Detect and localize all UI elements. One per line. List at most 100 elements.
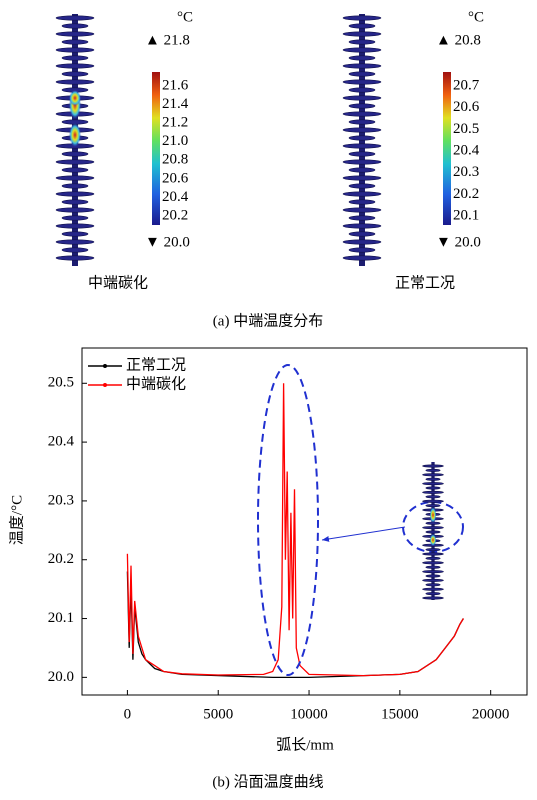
insulator-shed (55, 159, 95, 165)
x-tick-label: 20000 (472, 706, 510, 722)
insulator-shed (422, 464, 444, 468)
insulator-shed (348, 247, 376, 253)
insulator-shed (425, 556, 441, 560)
y-tick-label: 20.4 (48, 434, 75, 450)
insulator-shed (425, 574, 441, 578)
unit-label: °C (468, 9, 484, 25)
insulator-shed (61, 247, 89, 253)
insulator-shed (342, 191, 382, 197)
insulator-shed (61, 183, 89, 189)
insulator-shed (425, 495, 441, 499)
insulator-shed (342, 79, 382, 85)
y-axis-label: 温度/°C (8, 495, 25, 545)
legend-marker (103, 383, 107, 387)
insulator-shed (342, 47, 382, 53)
unit-label: °C (177, 9, 193, 25)
hot-spot (69, 123, 81, 147)
insulator-shed (422, 490, 444, 494)
insulator-shed (348, 119, 376, 125)
insulator-shed (342, 223, 382, 229)
colorbar-tick-label: 21.0 (162, 133, 188, 149)
insulator-shed (342, 255, 382, 261)
y-tick-label: 20.0 (48, 669, 74, 685)
insulator-shed (55, 63, 95, 69)
x-tick-label: 5000 (203, 706, 233, 722)
insulator-shed (422, 499, 444, 503)
colorbar-tick-label: 20.8 (162, 152, 188, 168)
insulator-shed (425, 565, 441, 569)
insulator-shed (422, 587, 444, 591)
insulator-shed (342, 239, 382, 245)
insulator-shed (61, 167, 89, 173)
insulator-shed (425, 592, 441, 596)
insulator-shed (55, 15, 95, 21)
y-tick-label: 20.2 (48, 551, 74, 567)
map-label: 中端碳化 (88, 274, 148, 291)
plot-frame (81, 347, 528, 696)
insulator-shed (425, 468, 441, 472)
insulator-shed (55, 31, 95, 37)
insulator-shed (348, 231, 376, 237)
insulator-shed (342, 95, 382, 101)
caption-a: (a) 中端温度分布 (213, 312, 323, 329)
hot-spot (429, 507, 437, 523)
insulator-shed (342, 175, 382, 181)
arrow (321, 526, 406, 542)
insulator-shed (55, 207, 95, 213)
insulator-shed (55, 223, 95, 229)
insulator-shed (342, 31, 382, 37)
insulator-shed (342, 207, 382, 213)
insulator-shed (348, 215, 376, 221)
insulator-shed (425, 486, 441, 490)
insulator-shed (422, 561, 444, 565)
insulator-shed (422, 526, 444, 530)
x-tick-label: 15000 (381, 706, 419, 722)
colorbar-tick-label: 20.6 (162, 170, 189, 186)
insulator-shed (342, 15, 382, 21)
insulator-shed (422, 482, 444, 486)
min-label: ▼ 20.0 (145, 234, 190, 250)
colorbar-tick-label: 20.4 (162, 189, 189, 205)
colorbar-tick-label: 20.2 (453, 186, 479, 202)
insulator-shed (348, 23, 376, 29)
min-label: ▼ 20.0 (436, 234, 481, 250)
inset-insulator (422, 462, 444, 600)
hot-spot (69, 90, 81, 106)
max-label: ▲ 21.8 (145, 32, 190, 48)
y-tick-label: 20.1 (48, 610, 74, 626)
insulator-shed (342, 111, 382, 117)
insulator-shed (425, 583, 441, 587)
insulator-shed (348, 151, 376, 157)
insulator-shed (61, 55, 89, 61)
plot-area: 20.0 20.1 20.2 20.3 20.4 20.5 0 5000 10000 15000 2… (48, 356, 510, 722)
colorbar (443, 72, 451, 225)
insulator-shed (422, 570, 444, 574)
insulator-shed (425, 530, 441, 534)
colorbar-tick-label: 21.6 (162, 77, 189, 93)
insulator-shed (55, 79, 95, 85)
insulator-shed (55, 47, 95, 53)
insulator-shed (425, 504, 441, 508)
insulator-shed (348, 183, 376, 189)
x-tick-label: 0 (124, 706, 132, 722)
insulator-shed (348, 87, 376, 93)
y-tick-label: 20.3 (48, 492, 74, 508)
insulator-shed (55, 191, 95, 197)
insulator-shed (425, 548, 441, 552)
colorbar-tick-label: 20.6 (453, 99, 480, 115)
caption-b: (b) 沿面温度曲线 (212, 773, 323, 790)
legend-label: 正常工况 (126, 356, 186, 373)
insulator-shed (61, 231, 89, 237)
insulator-shed (342, 63, 382, 69)
colorbar-tick-label: 21.4 (162, 96, 189, 112)
colorbar-tick-label: 20.3 (453, 164, 479, 180)
insulator-shed (61, 23, 89, 29)
y-tick-label: 20.5 (48, 375, 74, 391)
insulator-shed (348, 199, 376, 205)
x-axis-label: 弧长/mm (276, 736, 334, 753)
insulator-shed (348, 135, 376, 141)
highlight-ellipse (257, 364, 319, 676)
insulator-shed (425, 477, 441, 481)
insulator-shed (342, 143, 382, 149)
insulator-shed (55, 175, 95, 181)
